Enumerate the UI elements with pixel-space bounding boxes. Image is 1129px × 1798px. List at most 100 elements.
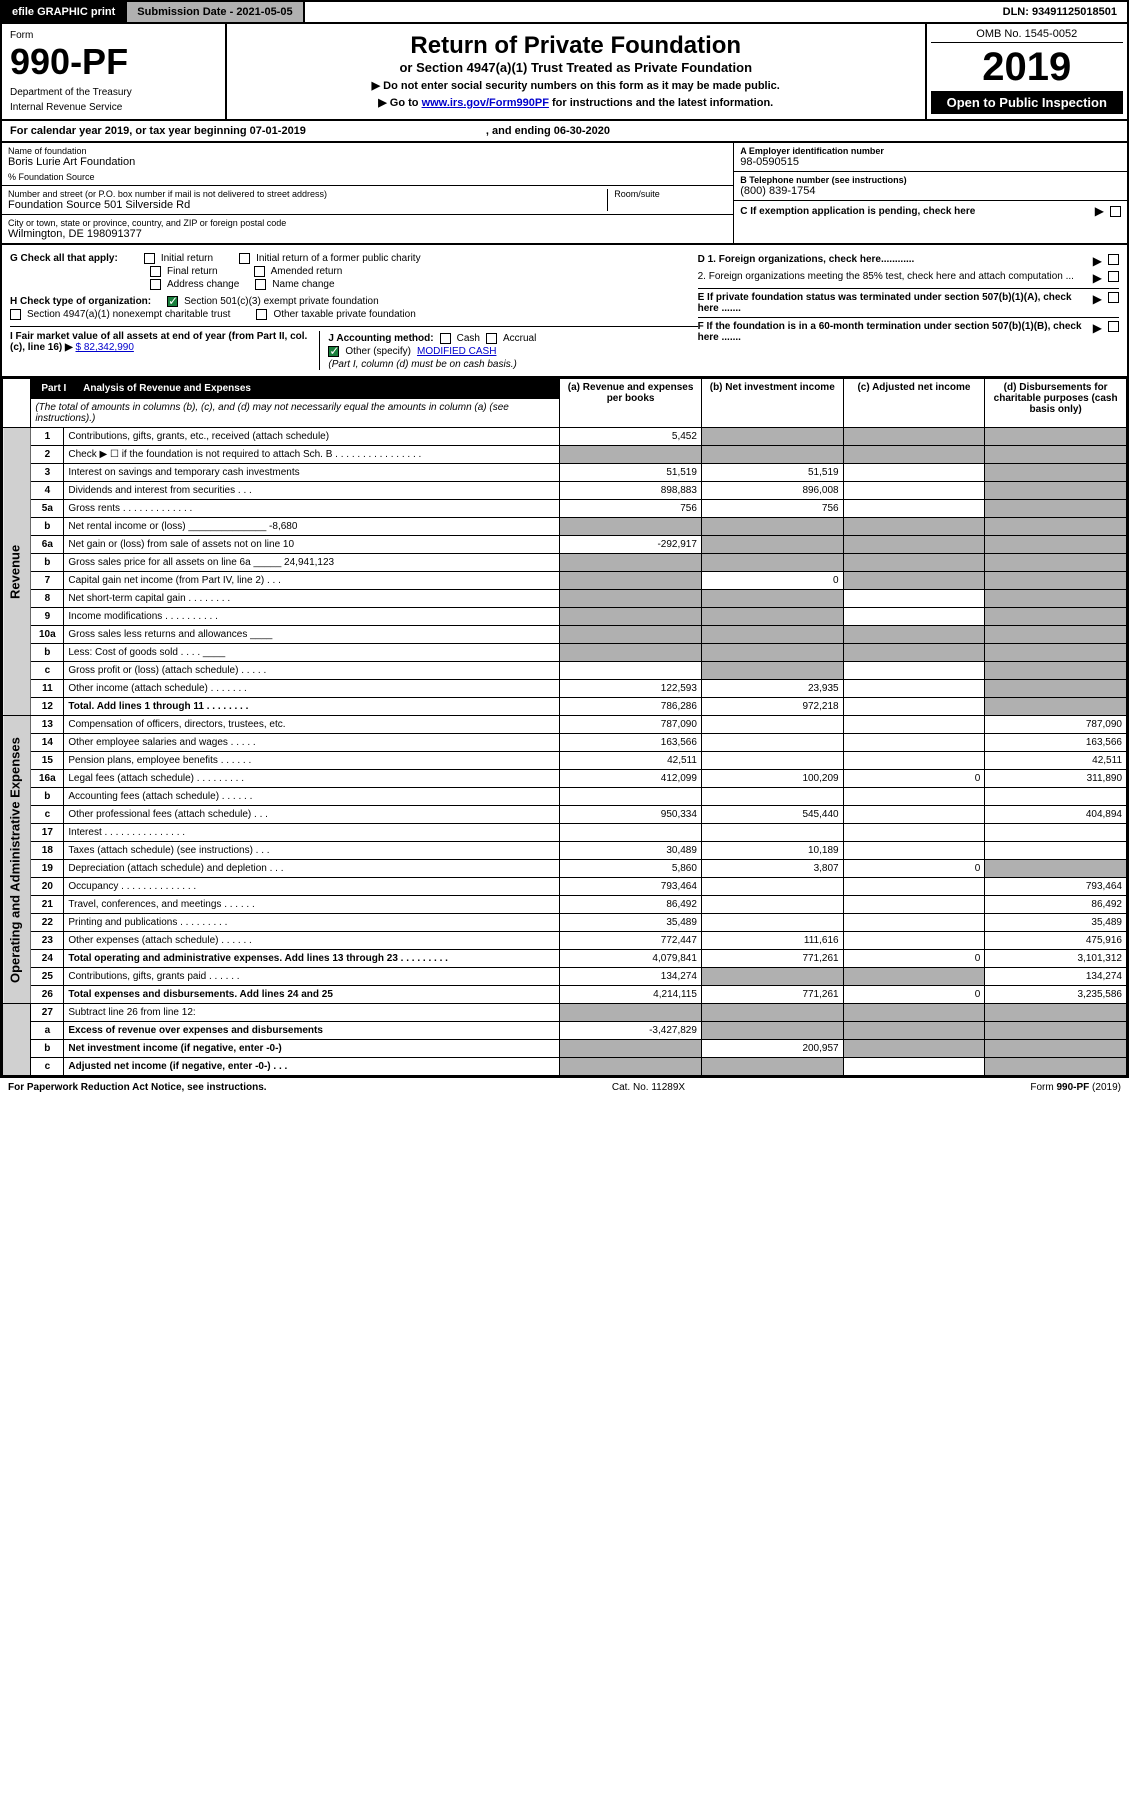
col-b-val: 545,440: [701, 806, 843, 824]
line-no: b: [31, 554, 64, 572]
ck-d2[interactable]: [1108, 271, 1119, 282]
col-d-val: [985, 464, 1127, 482]
topbar: efile GRAPHIC print Submission Date - 20…: [0, 0, 1129, 24]
i-label: I Fair market value of all assets at end…: [10, 331, 307, 353]
col-b-val: 23,935: [701, 680, 843, 698]
ck-initial-former[interactable]: [239, 253, 250, 264]
line-desc: Printing and publications . . . . . . . …: [64, 914, 560, 932]
line-desc: Net investment income (if negative, ente…: [64, 1040, 560, 1058]
ck-4947[interactable]: [10, 309, 21, 320]
col-a-val: [560, 518, 702, 536]
col-a-val: [560, 590, 702, 608]
line-desc: Contributions, gifts, grants, etc., rece…: [64, 428, 560, 446]
ck-other-taxable[interactable]: [256, 309, 267, 320]
col-a-val: [560, 1058, 702, 1076]
expenses-vlabel: Operating and Administrative Expenses: [3, 716, 31, 1004]
efile-label: efile GRAPHIC print: [2, 2, 127, 22]
col-b-val: 10,189: [701, 842, 843, 860]
ck-initial[interactable]: [144, 253, 155, 264]
line-no: 19: [31, 860, 64, 878]
col-c-val: [843, 536, 985, 554]
col-d-val: [985, 608, 1127, 626]
col-d-val: 475,916: [985, 932, 1127, 950]
line-no: 13: [31, 716, 64, 734]
line-desc: Other professional fees (attach schedule…: [64, 806, 560, 824]
ck-e[interactable]: [1108, 292, 1119, 303]
ck-f[interactable]: [1108, 321, 1119, 332]
line-no: b: [31, 788, 64, 806]
lbl-amended: Amended return: [271, 266, 343, 277]
ck-accrual[interactable]: [486, 333, 497, 344]
omb-no: OMB No. 1545-0052: [931, 28, 1124, 43]
table-row: Operating and Administrative Expenses13C…: [3, 716, 1127, 734]
col-c-val: [843, 932, 985, 950]
col-d-val: 86,492: [985, 896, 1127, 914]
col-d-val: [985, 572, 1127, 590]
e-row: E If private foundation status was termi…: [698, 288, 1119, 314]
col-c-val: [843, 482, 985, 500]
col-b-val: [701, 428, 843, 446]
ck-final[interactable]: [150, 266, 161, 277]
line-no: 11: [31, 680, 64, 698]
line-desc: Net rental income or (loss) ____________…: [64, 518, 560, 536]
phone-cell: B Telephone number (see instructions) (8…: [734, 172, 1127, 201]
col-b-val: [701, 1058, 843, 1076]
col-b-val: [701, 734, 843, 752]
footer: For Paperwork Reduction Act Notice, see …: [0, 1078, 1129, 1097]
col-a-val: 756: [560, 500, 702, 518]
i-val-link[interactable]: $ 82,342,990: [76, 342, 134, 353]
col-c-val: [843, 428, 985, 446]
calendar-year-line: For calendar year 2019, or tax year begi…: [0, 121, 1129, 143]
ck-cash[interactable]: [440, 333, 451, 344]
c-checkbox[interactable]: [1110, 206, 1121, 217]
col-a-val: 412,099: [560, 770, 702, 788]
col-c-val: [843, 914, 985, 932]
line-desc: Contributions, gifts, grants paid . . . …: [64, 968, 560, 986]
col-c-val: 0: [843, 770, 985, 788]
line-desc: Legal fees (attach schedule) . . . . . .…: [64, 770, 560, 788]
line-desc: Total expenses and disbursements. Add li…: [64, 986, 560, 1004]
c-cell: C If exemption application is pending, c…: [734, 201, 1127, 221]
table-row: 22Printing and publications . . . . . . …: [3, 914, 1127, 932]
line-no: 16a: [31, 770, 64, 788]
pct-source: % Foundation Source: [8, 172, 727, 182]
table-row: Revenue1Contributions, gifts, grants, et…: [3, 428, 1127, 446]
col-d-val: [985, 1058, 1127, 1076]
col-b-val: [701, 644, 843, 662]
ck-addr-change[interactable]: [150, 279, 161, 290]
ck-d1[interactable]: [1108, 254, 1119, 265]
col-c-val: [843, 698, 985, 716]
j-other-val[interactable]: MODIFIED CASH: [417, 346, 496, 357]
col-a-val: 4,079,841: [560, 950, 702, 968]
form990pf-link[interactable]: www.irs.gov/Form990PF: [422, 97, 549, 109]
col-a-val: [560, 1004, 702, 1022]
col-b-val: 771,261: [701, 950, 843, 968]
note2-post: for instructions and the latest informat…: [549, 97, 773, 109]
ck-501c3[interactable]: [167, 296, 178, 307]
col-a-val: [560, 824, 702, 842]
revenue-vlabel: Revenue: [3, 428, 31, 716]
ck-amended[interactable]: [254, 266, 265, 277]
col-d-val: 793,464: [985, 878, 1127, 896]
arrow-icon: ▶: [1093, 321, 1102, 335]
entity-block: Name of foundation Boris Lurie Art Found…: [0, 143, 1129, 245]
col-c-val: [843, 446, 985, 464]
col-d-val: [985, 860, 1127, 878]
col-a-val: [560, 446, 702, 464]
col-a-val: -3,427,829: [560, 1022, 702, 1040]
col-d-val: 163,566: [985, 734, 1127, 752]
col-d-val: 311,890: [985, 770, 1127, 788]
room-label: Room/suite: [614, 189, 727, 199]
col-b-val: 896,008: [701, 482, 843, 500]
col-c-val: [843, 518, 985, 536]
table-row: bGross sales price for all assets on lin…: [3, 554, 1127, 572]
ck-name-change[interactable]: [255, 279, 266, 290]
table-row: cOther professional fees (attach schedul…: [3, 806, 1127, 824]
lbl-initial-former: Initial return of a former public charit…: [256, 253, 421, 264]
table-row: 15Pension plans, employee benefits . . .…: [3, 752, 1127, 770]
col-b-val: [701, 446, 843, 464]
col-c-val: [843, 680, 985, 698]
col-b-val: [701, 626, 843, 644]
ck-j-other[interactable]: [328, 346, 339, 357]
lbl-4947: Section 4947(a)(1) nonexempt charitable …: [27, 309, 230, 320]
